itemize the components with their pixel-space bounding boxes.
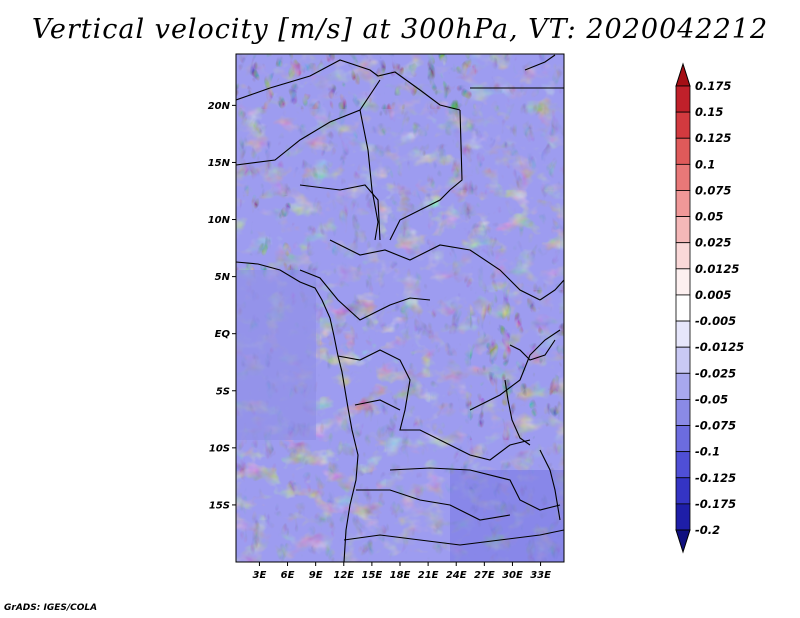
lat-tick-label: EQ <box>215 329 231 340</box>
colorbar-label: -0.125 <box>695 471 736 485</box>
colorbar-label: 0.05 <box>695 210 723 224</box>
colorbar-swatch <box>675 294 691 322</box>
grads-credit: GrADS: IGES/COLA <box>4 603 98 613</box>
colorbar-swatch <box>675 425 691 453</box>
lon-tick-label: 3E <box>253 570 267 581</box>
colorbar-label: -0.005 <box>695 314 736 328</box>
lon-tick-label: 33E <box>530 570 551 581</box>
colorbar-swatch <box>675 399 691 426</box>
colorbar: 0.175 0.15 0.125 0.1 0.075 0.05 0.025 0.0125 0.0… <box>675 62 744 554</box>
colorbar-swatch <box>675 85 691 113</box>
lon-tick-label: 6E <box>281 570 295 581</box>
colorbar-swatch <box>675 477 691 505</box>
colorbar-swatch <box>675 190 691 217</box>
colorbar-swatch <box>675 372 691 400</box>
colorbar-label: 0.075 <box>695 183 731 197</box>
lon-tick-label: 21E <box>418 570 439 581</box>
map-title: Vertical velocity [m/s] at 300hPa, VT: 2… <box>31 14 769 45</box>
colorbar-swatch <box>675 451 691 479</box>
colorbar-label: 0.1 <box>695 157 715 171</box>
lat-tick-label: 10S <box>209 443 230 454</box>
colorbar-label: -0.175 <box>695 497 736 511</box>
lon-tick-label: 27E <box>474 570 495 581</box>
lon-tick-label: 30E <box>502 570 523 581</box>
colorbar-label: -0.025 <box>695 366 736 380</box>
lat-tick-label: 10N <box>208 215 231 226</box>
lon-tick-label: 12E <box>333 570 354 581</box>
lon-tick-label: 24E <box>446 570 467 581</box>
colorbar-swatch <box>675 346 691 374</box>
lat-tick-label: 15S <box>209 500 230 511</box>
lon-tick-label: 9E <box>309 570 323 581</box>
colorbar-swatch <box>675 268 691 296</box>
colorbar-label: -0.075 <box>695 419 736 433</box>
vertical-velocity-field <box>236 54 564 562</box>
colorbar-swatch <box>675 137 691 165</box>
lat-tick-label: 20N <box>208 101 231 112</box>
colorbar-label: 0.0125 <box>695 262 739 276</box>
colorbar-top-arrow <box>675 62 691 87</box>
colorbar-label: 0.025 <box>695 236 731 250</box>
country-borders <box>236 54 564 562</box>
lat-tick-label: 5N <box>215 272 231 283</box>
longitude-axis: 3E 6E 9E 12E 15E 18E 21E 24E 27E 30E 33E <box>253 562 551 581</box>
colorbar-swatch <box>675 111 691 139</box>
colorbar-swatch <box>675 320 691 348</box>
lat-tick-label: 5S <box>216 386 230 397</box>
colorbar-label: 0.005 <box>695 288 731 302</box>
colorbar-label: 0.15 <box>695 105 723 119</box>
colorbar-label: -0.1 <box>695 445 720 459</box>
latitude-axis: 20N 15N 10N 5N EQ 5S 10S 15S <box>208 101 236 511</box>
colorbar-label: -0.2 <box>695 523 720 537</box>
lat-tick-label: 15N <box>208 158 231 169</box>
colorbar-label: -0.0125 <box>695 340 744 354</box>
lon-tick-label: 18E <box>390 570 411 581</box>
colorbar-swatch <box>675 163 691 191</box>
colorbar-label: 0.175 <box>695 79 731 93</box>
lon-tick-label: 15E <box>362 570 383 581</box>
colorbar-label: 0.125 <box>695 131 731 145</box>
colorbar-swatch <box>675 216 691 244</box>
colorbar-swatch <box>675 503 691 531</box>
colorbar-swatch <box>675 242 691 270</box>
colorbar-label: -0.05 <box>695 392 728 406</box>
colorbar-bottom-arrow <box>675 529 691 554</box>
